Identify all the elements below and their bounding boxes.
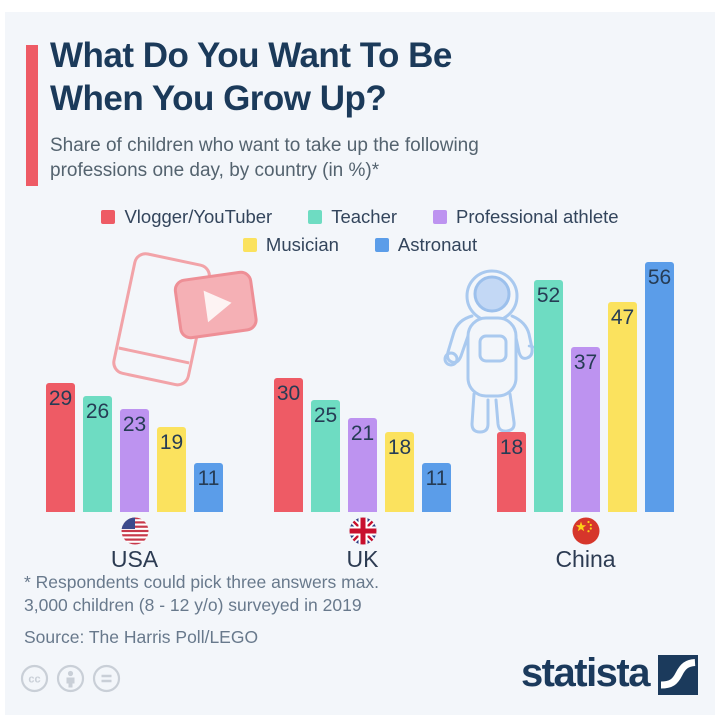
- cc-icon[interactable]: cc: [20, 664, 49, 693]
- legend-row: Musician Astronaut: [242, 234, 478, 256]
- bar-value-label: 25: [313, 404, 338, 427]
- legend-label: Professional athlete: [456, 206, 619, 227]
- bar-vlogger-youtuber-usa: 29: [46, 383, 75, 512]
- youtube-phone-icon: [112, 252, 258, 387]
- legend-swatch-musician: [242, 238, 257, 252]
- title-line-1: What Do You Want To Be: [50, 36, 452, 75]
- country-label-usa: USA: [110, 546, 159, 572]
- bar-value-label: 56: [647, 266, 672, 289]
- legend-label: Teacher: [331, 206, 398, 227]
- chart-legend: Vlogger/YouTuber Teacher Professional athl…: [0, 206, 720, 256]
- bar-value-label: 23: [122, 413, 147, 436]
- legend-row: Vlogger/YouTuber Teacher Professional athl…: [101, 206, 619, 228]
- country-label-uk: UK: [346, 546, 379, 572]
- statista-logo-text: statista: [520, 651, 651, 695]
- bar-value-label: 30: [276, 382, 301, 405]
- bar-group-usa: 29 26 23 19 11: [46, 250, 223, 512]
- attribution-person-icon[interactable]: [56, 664, 85, 693]
- legend-label: Musician: [265, 234, 339, 255]
- bar-teacher-china: 52: [534, 280, 563, 512]
- usa-flag-icon: [121, 517, 148, 545]
- bar-value-label: 29: [48, 387, 73, 410]
- bar-value-label: 18: [499, 436, 524, 459]
- bar-chart: 29 26 23 19 11 USA 30 25 21 18 11: [0, 250, 720, 580]
- bar-teacher-uk: 25: [311, 400, 340, 512]
- country-group-china: 18 52 37 47 56 China: [497, 250, 674, 573]
- bar-group-uk: 30 25 21 18 11: [274, 250, 451, 512]
- uk-flag-icon: [349, 517, 376, 545]
- bar-professional-athlete-china: 37: [571, 347, 600, 512]
- bar-value-label: 47: [610, 306, 635, 329]
- bar-astronaut-usa: 11: [194, 463, 223, 512]
- footnote-line-1: * Respondents could pick three answers m…: [24, 572, 380, 592]
- legend-item-musician: Musician: [242, 234, 339, 256]
- china-flag-icon: [572, 517, 599, 545]
- svg-text:cc: cc: [28, 674, 40, 686]
- bar-vlogger-youtuber-china: 18: [497, 432, 526, 512]
- bar-astronaut-china: 56: [645, 262, 674, 512]
- bar-vlogger-youtuber-uk: 30: [274, 378, 303, 512]
- bar-musician-uk: 18: [385, 432, 414, 512]
- statista-logo[interactable]: statista: [520, 651, 698, 695]
- bar-value-label: 37: [573, 351, 598, 374]
- country-group-usa: 29 26 23 19 11 USA: [46, 250, 223, 573]
- legend-item-teacher: Teacher: [308, 206, 397, 228]
- bar-value-label: 26: [85, 400, 110, 423]
- country-label-china: China: [555, 546, 616, 572]
- bar-teacher-usa: 26: [83, 396, 112, 512]
- subtitle: Share of children who want to take up th…: [50, 135, 479, 182]
- bar-professional-athlete-usa: 23: [120, 409, 149, 512]
- bar-group-china: 18 52 37 47 56: [497, 250, 674, 512]
- legend-label: Vlogger/YouTuber: [124, 206, 273, 227]
- astronaut-icon: [443, 269, 553, 434]
- legend-swatch-teacher: [308, 210, 323, 224]
- bar-musician-china: 47: [608, 302, 637, 512]
- statista-mark-icon: [658, 655, 698, 695]
- legend-swatch-professional-athlete: [433, 210, 448, 224]
- bar-value-label: 11: [197, 467, 220, 490]
- cc-license-icons[interactable]: cc: [20, 664, 121, 693]
- bar-value-label: 18: [387, 436, 412, 459]
- legend-item-astronaut: Astronaut: [374, 234, 478, 256]
- bar-value-label: 21: [350, 422, 375, 445]
- page-title: What Do You Want To Be When You Grow Up?: [50, 34, 452, 121]
- source-line: Source: The Harris Poll/LEGO: [24, 626, 259, 647]
- legend-item-professional-athlete: Professional athlete: [433, 206, 619, 228]
- legend-item-vlogger-youtuber: Vlogger/YouTuber: [101, 206, 272, 228]
- title-line-2: When You Grow Up?: [50, 79, 387, 119]
- footnote-line-2: 3,000 children (8 - 12 y/o) surveyed in …: [24, 594, 362, 615]
- bar-musician-usa: 19: [157, 427, 186, 512]
- bar-value-label: 11: [425, 467, 448, 490]
- title-accent-bar: [26, 45, 38, 186]
- legend-swatch-astronaut: [374, 238, 389, 252]
- bar-value-label: 19: [159, 431, 184, 454]
- bar-value-label: 52: [536, 284, 561, 307]
- country-group-uk: 30 25 21 18 11 UK: [274, 250, 451, 573]
- legend-swatch-vlogger-youtuber: [101, 210, 116, 224]
- bar-professional-athlete-uk: 21: [348, 418, 377, 512]
- legend-label: Astronaut: [397, 234, 478, 255]
- no-derivatives-icon[interactable]: [92, 664, 121, 693]
- bar-astronaut-uk: 11: [422, 463, 451, 512]
- footnotes: * Respondents could pick three answers m…: [24, 571, 379, 648]
